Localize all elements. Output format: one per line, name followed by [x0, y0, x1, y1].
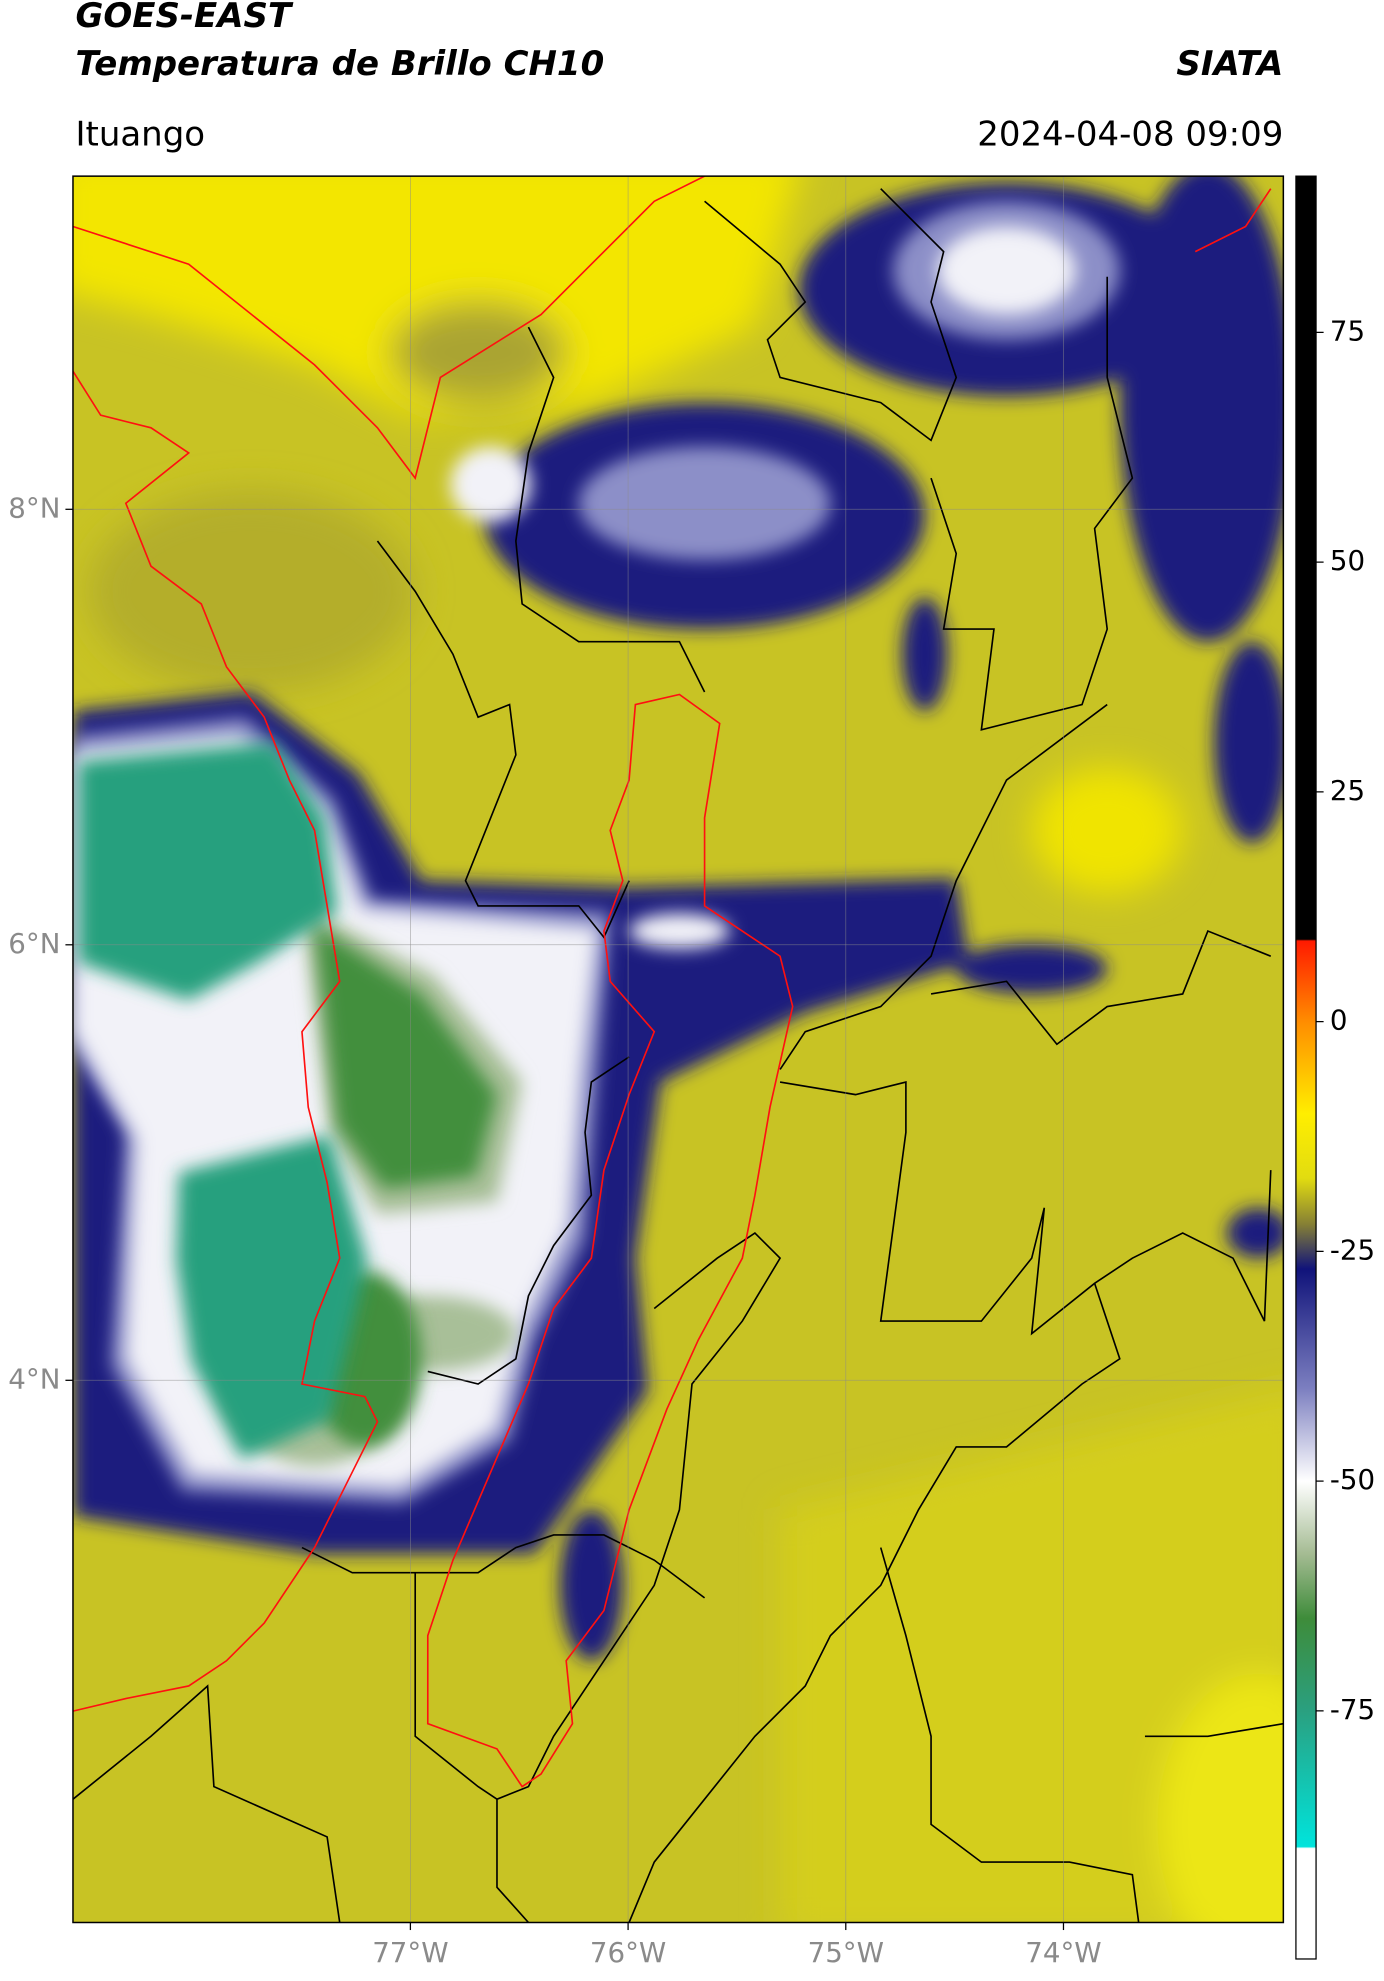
- y-tick-label: 4°N: [8, 1362, 60, 1395]
- colorbar-tick-label: 25: [1330, 774, 1365, 807]
- title: GOES-EAST: [75, 0, 293, 36]
- map-frame: [72, 175, 1285, 1924]
- x-tick-label: 77°W: [372, 1936, 448, 1969]
- colorbar-tick-label: 75: [1330, 314, 1365, 347]
- admin-borders: [72, 188, 1284, 1923]
- colorbar-tick-label: 0: [1330, 1004, 1348, 1037]
- grid: [72, 176, 1284, 1923]
- x-tick-label: 74°W: [1025, 1936, 1101, 1969]
- subtitle: Temperatura de Brillo CH10: [75, 44, 604, 84]
- y-tick-label: 6°N: [8, 927, 60, 960]
- y-tick-label: 8°N: [8, 491, 60, 524]
- map-image: [72, 176, 1284, 1923]
- colorbar-tick-label: 50: [1330, 544, 1365, 577]
- x-tick-label: 75°W: [808, 1936, 884, 1969]
- colorbar: [1295, 175, 1317, 1960]
- brand: SIATA: [1176, 44, 1283, 84]
- timestamp: 2024-04-08 09:09: [977, 114, 1283, 154]
- colorbar-tick-label: -50: [1330, 1463, 1375, 1496]
- coast-and-region-borders: [72, 176, 1272, 1788]
- x-tick-label: 76°W: [590, 1936, 666, 1969]
- colorbar-tick-label: -25: [1330, 1233, 1375, 1266]
- colorbar-tick-label: -75: [1330, 1693, 1375, 1726]
- location: Ituango: [75, 114, 205, 154]
